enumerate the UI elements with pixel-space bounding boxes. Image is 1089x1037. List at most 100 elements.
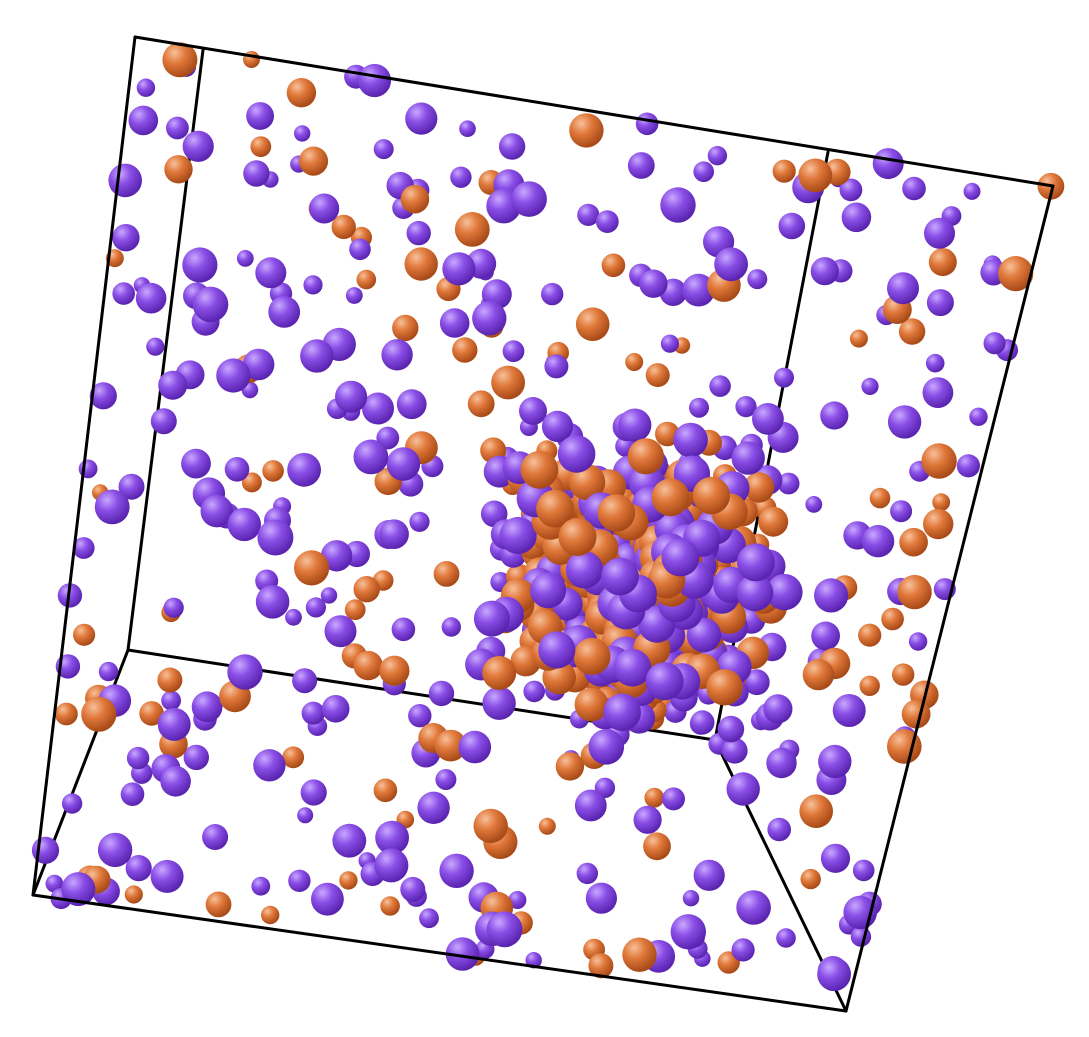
species-a-particle [766, 573, 803, 611]
species-b-particle [799, 794, 833, 828]
species-a-particle [538, 631, 576, 669]
species-a-particle [320, 587, 338, 604]
species-a-particle [181, 448, 211, 479]
species-a-particle [441, 617, 461, 637]
species-a-particle [841, 202, 872, 233]
species-a-particle [839, 178, 863, 202]
species-a-particle [303, 275, 323, 295]
species-b-particle [881, 607, 904, 631]
species-b-particle [758, 506, 789, 537]
species-a-particle [255, 257, 287, 289]
species-b-particle [743, 472, 775, 503]
species-b-particle [899, 527, 928, 557]
species-a-particle [243, 160, 270, 187]
species-a-particle [473, 600, 510, 637]
species-a-particle [777, 472, 800, 495]
species-b-particle [588, 953, 614, 979]
species-a-particle [603, 693, 641, 732]
species-a-particle [774, 367, 794, 388]
box-edge [844, 184, 1055, 1013]
species-a-particle [362, 392, 394, 425]
species-a-particle [98, 661, 119, 682]
species-a-particle [166, 116, 189, 140]
species-b-particle [433, 561, 460, 587]
species-b-particle [644, 787, 665, 808]
species-b-particle [802, 658, 835, 691]
species-a-particle [268, 296, 301, 328]
species-a-particle [693, 859, 725, 891]
species-b-particle [645, 363, 670, 388]
species-b-particle [55, 702, 78, 726]
species-b-particle [473, 808, 508, 844]
species-a-particle [435, 769, 457, 790]
species-b-particle [538, 817, 556, 835]
species-b-particle [897, 574, 932, 610]
species-a-particle [574, 789, 607, 822]
species-b-particle [800, 868, 821, 890]
species-a-particle [255, 585, 290, 619]
species-b-particle [569, 464, 606, 501]
species-a-particle [288, 869, 311, 892]
species-a-particle [502, 340, 525, 363]
species-a-particle [311, 882, 344, 916]
species-a-particle [439, 853, 474, 888]
species-a-particle [682, 890, 700, 907]
species-a-particle [375, 820, 409, 855]
species-a-particle [544, 354, 569, 379]
species-a-particle [419, 908, 439, 929]
species-a-particle [682, 273, 715, 307]
species-a-particle [224, 457, 250, 482]
species-b-particle [482, 655, 517, 690]
species-a-particle [324, 615, 357, 648]
species-a-particle [776, 928, 796, 948]
species-a-particle [511, 181, 547, 217]
species-a-particle [409, 511, 430, 532]
species-a-particle [736, 574, 774, 612]
species-b-particle [597, 494, 636, 532]
species-a-particle [633, 805, 662, 834]
species-b-particle [400, 184, 430, 214]
species-b-particle [901, 699, 931, 729]
species-a-particle [160, 766, 191, 797]
particle-cloud [31, 42, 1065, 992]
box-front-edges [31, 35, 1055, 1013]
species-a-particle [135, 282, 167, 314]
species-a-particle [357, 63, 392, 98]
species-a-particle [714, 247, 748, 282]
species-a-particle [157, 707, 191, 741]
species-a-particle [731, 938, 755, 962]
species-b-particle [923, 508, 954, 540]
species-a-particle [499, 516, 537, 555]
species-b-particle [294, 550, 330, 586]
species-a-particle [747, 269, 768, 290]
species-a-particle [332, 823, 367, 858]
species-a-particle [924, 217, 955, 249]
species-a-particle [287, 452, 321, 487]
species-b-particle [373, 778, 398, 803]
species-a-particle [396, 389, 427, 420]
species-b-particle [536, 489, 574, 528]
species-a-particle [645, 662, 684, 701]
species-b-particle [643, 832, 671, 861]
species-a-particle [861, 377, 879, 395]
species-b-particle [859, 675, 880, 696]
species-a-particle [236, 250, 254, 267]
species-a-particle [810, 257, 839, 286]
species-b-particle [998, 256, 1034, 292]
species-a-particle [300, 779, 327, 806]
species-b-particle [467, 390, 495, 418]
species-b-particle [454, 212, 490, 247]
species-a-particle [541, 282, 564, 306]
species-a-particle [887, 272, 919, 305]
species-a-particle [136, 78, 156, 97]
species-a-particle [805, 496, 823, 513]
species-a-particle [726, 772, 760, 806]
species-b-particle [73, 623, 96, 646]
species-b-particle [574, 687, 609, 722]
species-a-particle [814, 578, 849, 613]
species-a-particle [852, 859, 875, 882]
species-a-particle [721, 737, 748, 764]
species-a-particle [820, 401, 849, 430]
species-b-particle [261, 905, 280, 925]
